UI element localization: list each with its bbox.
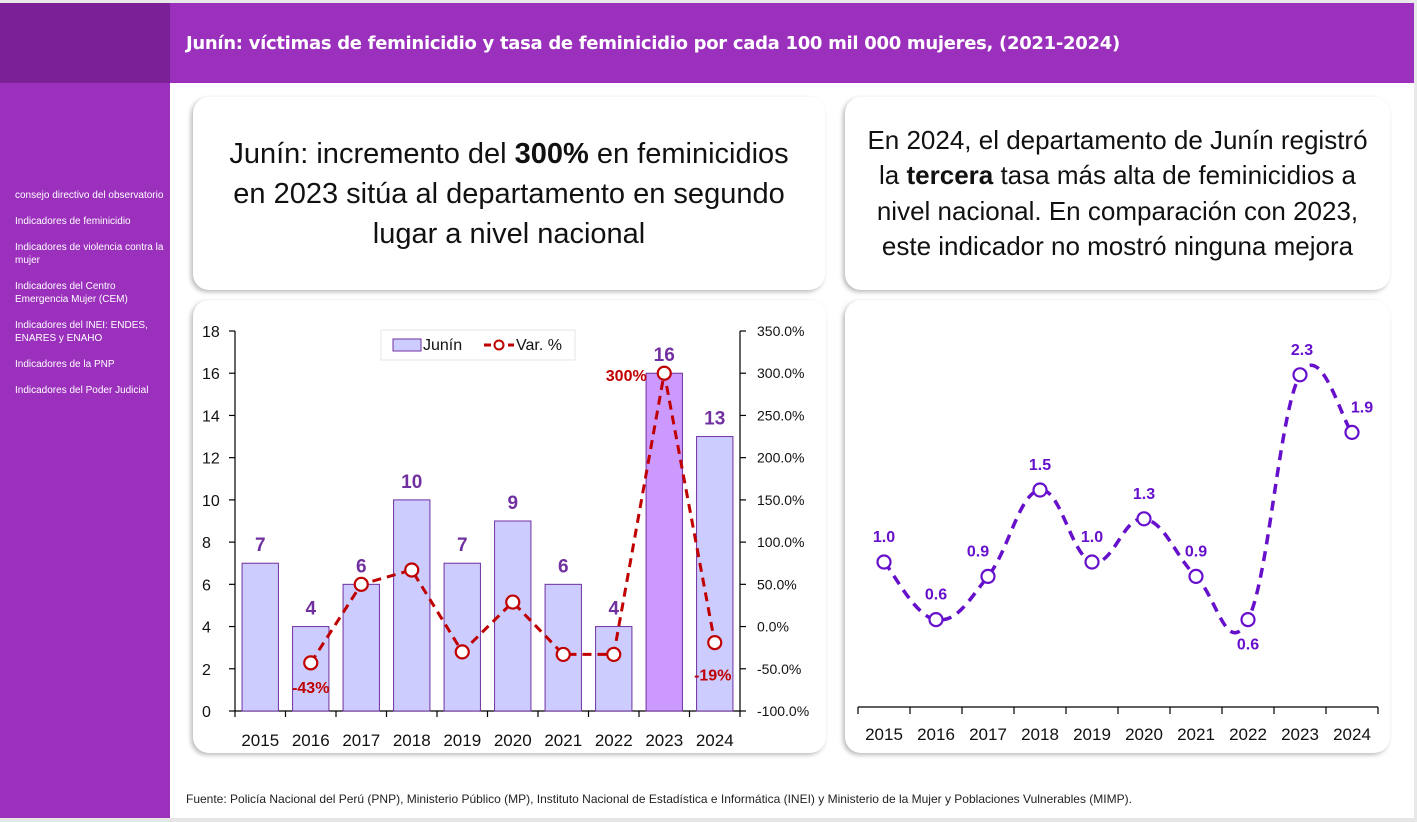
x-tick-label: 2021 (544, 731, 582, 750)
highlight-text-rate: En 2024, el departamento de Junín regist… (845, 123, 1390, 265)
bar-value-label: 13 (704, 409, 725, 430)
right-y-tick-label: 0.0% (757, 619, 789, 635)
top-border (0, 0, 1417, 3)
x-tick-label: 2023 (645, 731, 683, 750)
variation-label: 300% (606, 368, 647, 385)
highlight-text-part: en feminicidios en 2023 sitúa al departa… (233, 137, 789, 250)
variation-point-2021 (555, 646, 571, 663)
variation-point-2019 (454, 644, 470, 660)
right-y-tick-label: 250.0% (757, 407, 804, 423)
highlight-text-part: tasa más alta de feminicidios a nivel na… (876, 160, 1359, 261)
logo-area (0, 3, 170, 83)
highlight-emphasis: tercera (906, 160, 994, 190)
header-bar: Junín: víctimas de feminicidio y tasa de… (170, 3, 1414, 83)
legend-marker (493, 339, 505, 351)
variation-point-2017 (353, 576, 369, 592)
x-tick-label: 2019 (443, 731, 481, 750)
bottom-border (0, 818, 1417, 822)
left-y-tick-label: 6 (202, 577, 211, 594)
bar-value-label: 7 (457, 535, 468, 556)
sidebar-item-indicadores-violencia[interactable]: Indicadores de violencia contra la mujer (15, 242, 164, 266)
x-tick-label: 2015 (241, 731, 279, 750)
highlight-text-part: En 2024, el departamento de Junín regist… (867, 124, 1368, 191)
sidebar-item-consejo-directivo[interactable]: consejo directivo del observatorio (15, 190, 164, 201)
bar-value-label: 16 (654, 345, 675, 366)
sidebar-item-indicadores-pnp[interactable]: Indicadores de la PNP (15, 359, 115, 370)
x-tick-label: 2018 (393, 731, 431, 750)
bar-value-label: 6 (356, 556, 367, 577)
highlight-text-increase: Junín: incremento del 300% en feminicidi… (193, 134, 825, 254)
highlight-text-part: Junín: incremento del (229, 137, 515, 170)
highlight-card-rate: En 2024, el departamento de Junín regist… (845, 97, 1390, 290)
variation-point-2018 (404, 562, 420, 578)
right-y-tick-label: 350.0% (757, 323, 804, 339)
left-y-tick-label: 2 (202, 662, 211, 679)
sidebar-item-indicadores-inei[interactable]: Indicadores del INEI: ENDES, ENARES y EN… (15, 320, 148, 344)
bar-value-label: 4 (305, 599, 316, 620)
left-y-tick-label: 12 (202, 451, 220, 468)
variation-point-2016 (303, 655, 319, 671)
page-title: Junín: víctimas de feminicidio y tasa de… (186, 33, 1120, 54)
bar-value-label: 9 (507, 493, 518, 514)
variation-label: -19% (694, 668, 731, 685)
sidebar-nav: consejo directivo del observatorio Indic… (15, 189, 165, 410)
bar-value-label: 7 (255, 535, 266, 556)
left-y-tick-label: 8 (202, 535, 211, 552)
left-y-tick-label: 4 (202, 620, 211, 637)
x-tick-label: 2020 (494, 731, 532, 750)
legend-label-var: Var. % (516, 337, 562, 354)
left-y-tick-label: 0 (202, 704, 211, 721)
bar-2018 (393, 499, 431, 712)
variation-label: -43% (292, 680, 329, 697)
variation-line (309, 372, 717, 664)
source-note: Fuente: Policía Nacional del Perú (PNP),… (186, 792, 1132, 806)
variation-point-2024 (707, 634, 723, 651)
left-y-tick-label: 14 (202, 408, 220, 425)
right-y-tick-label: 150.0% (757, 492, 804, 508)
variation-point-2023 (656, 365, 672, 381)
right-y-tick-label: 200.0% (757, 450, 804, 466)
bar-2024 (696, 436, 734, 712)
x-tick-label: 2022 (595, 731, 633, 750)
bar-value-label: 4 (608, 599, 619, 620)
sidebar-item-indicadores-feminicidio[interactable]: Indicadores de feminicidio (15, 216, 131, 227)
chart-legend: Junín Var. % (380, 329, 576, 361)
bar-2023 (645, 372, 683, 712)
x-tick-label: 2017 (342, 731, 380, 750)
bar-value-label: 10 (401, 472, 422, 493)
bar-2017 (342, 583, 380, 712)
bar-2022 (595, 626, 633, 712)
x-tick-label: 2024 (696, 731, 734, 750)
right-y-tick-label: -50.0% (757, 661, 801, 677)
x-tick-label: 2016 (292, 731, 330, 750)
right-y-tick-label: 300.0% (757, 365, 804, 381)
highlight-emphasis: 300% (514, 137, 589, 170)
sidebar-item-indicadores-cem[interactable]: Indicadores del Centro Emergencia Mujer … (15, 281, 128, 305)
bar-2019 (443, 562, 481, 712)
bar-2015 (241, 562, 279, 712)
left-y-tick-label: 16 (202, 366, 220, 383)
sidebar-item-indicadores-poder-judicial[interactable]: Indicadores del Poder Judicial (15, 385, 149, 396)
left-y-tick-label: 18 (202, 324, 220, 341)
right-y-tick-label: -100.0% (757, 703, 809, 719)
right-y-tick-label: 100.0% (757, 534, 804, 550)
legend-bar-swatch (392, 338, 422, 352)
variation-point-2022 (606, 646, 622, 663)
highlight-card-increase: Junín: incremento del 300% en feminicidi… (193, 97, 825, 290)
legend-label-junin: Junín (423, 337, 462, 354)
sidebar: consejo directivo del observatorio Indic… (0, 83, 170, 818)
variation-point-2020 (505, 594, 521, 610)
bar-value-label: 6 (558, 556, 569, 577)
right-border (1414, 0, 1417, 822)
left-y-tick-label: 10 (202, 493, 220, 510)
right-y-tick-label: 50.0% (757, 576, 797, 592)
